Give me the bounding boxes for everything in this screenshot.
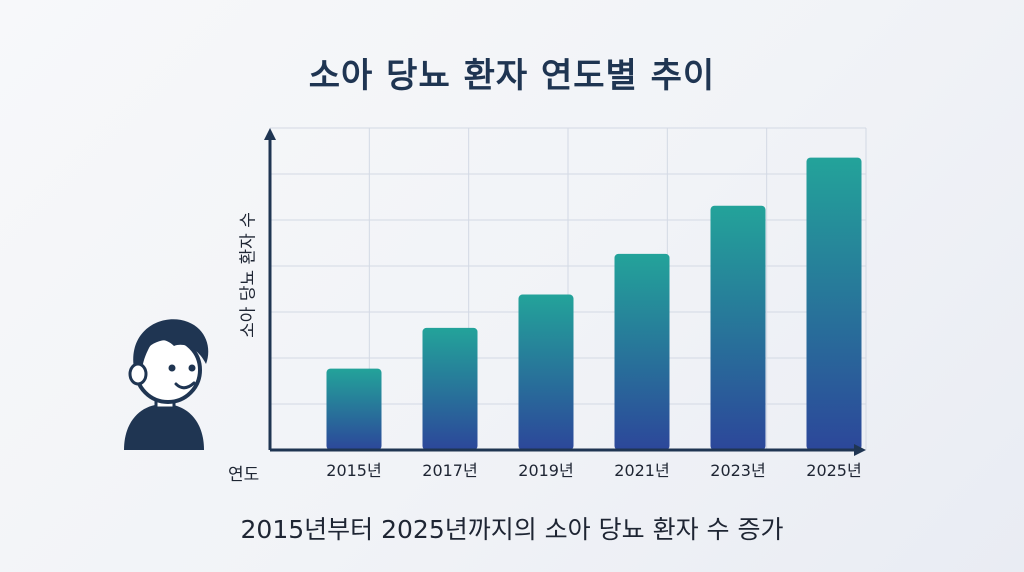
bar-2025년 [806, 157, 862, 450]
bars [326, 157, 862, 450]
x-axis-arrow [854, 444, 866, 456]
x-tick-label: 2021년 [614, 461, 669, 480]
y-axis-arrow [264, 128, 276, 140]
bar-2019년 [518, 294, 574, 450]
x-axis-label: 연도 [228, 465, 260, 485]
x-tick-label: 2025년 [806, 461, 861, 480]
x-tick-label: 2017년 [422, 461, 477, 480]
chart-title: 소아 당뇨 환자 연도별 추이 [308, 56, 716, 96]
bar-2023년 [710, 205, 766, 450]
x-tick-label: 2019년 [518, 461, 573, 480]
bar-2021년 [614, 253, 670, 450]
bar-2017년 [422, 327, 478, 450]
x-tick-label: 2015년 [326, 461, 381, 480]
child-avatar-icon [124, 319, 209, 450]
x-tick-labels: 2015년 2017년 2019년 2021년 2023년 2025년 [326, 461, 861, 480]
chart-caption: 2015년부터 2025년까지의 소아 당뇨 환자 수 증가 [240, 515, 784, 544]
bar-2015년 [326, 368, 382, 450]
axes [264, 128, 866, 456]
x-tick-label: 2023년 [710, 461, 765, 480]
